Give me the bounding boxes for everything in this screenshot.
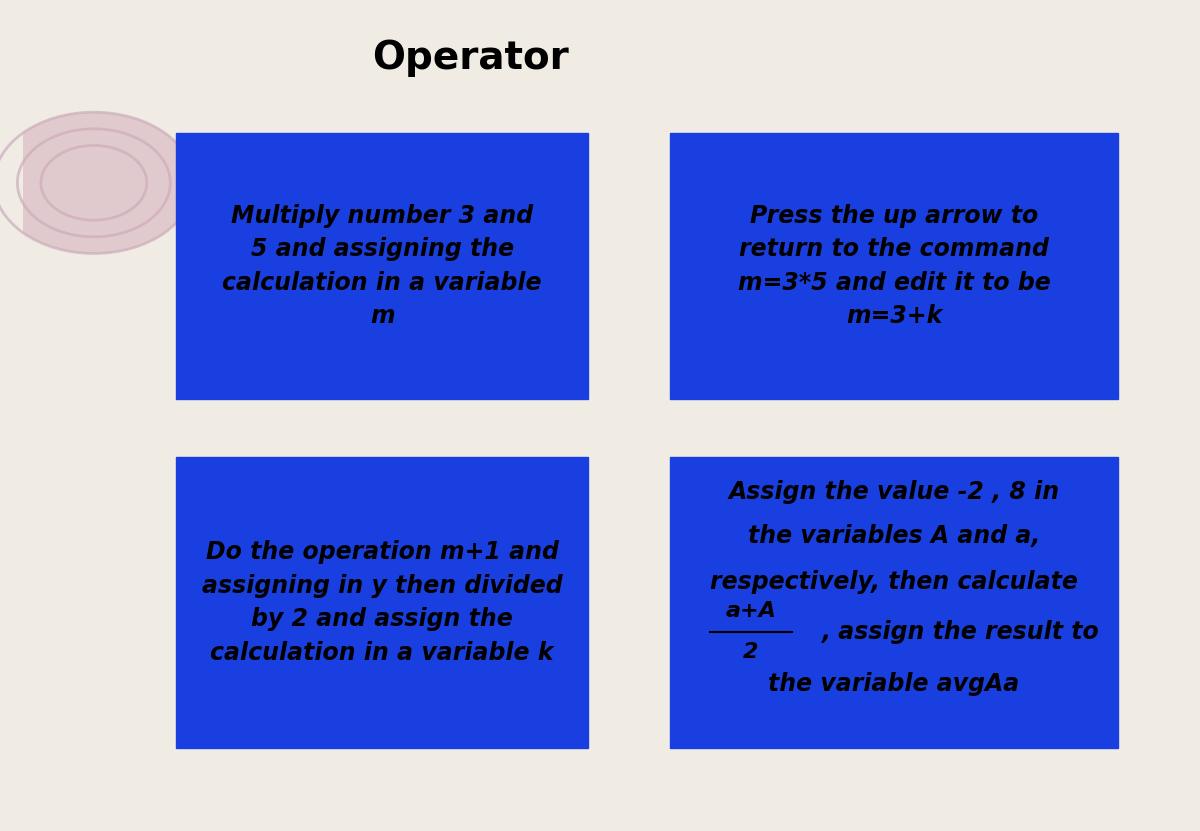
FancyBboxPatch shape	[671, 133, 1117, 399]
Text: 2: 2	[743, 642, 758, 662]
Text: Press the up arrow to
return to the command
m=3*5 and edit it to be
m=3+k: Press the up arrow to return to the comm…	[738, 204, 1050, 328]
Text: Assign the value -2 , 8 in: Assign the value -2 , 8 in	[728, 480, 1060, 504]
FancyBboxPatch shape	[671, 457, 1117, 748]
Text: Operator: Operator	[372, 39, 569, 77]
Text: the variable avgAa: the variable avgAa	[768, 672, 1020, 696]
Text: , assign the result to: , assign the result to	[822, 620, 1099, 643]
Text: a+A: a+A	[726, 601, 776, 621]
Text: the variables A and a,: the variables A and a,	[748, 524, 1040, 548]
Text: respectively, then calculate: respectively, then calculate	[710, 570, 1078, 594]
Wedge shape	[0, 112, 194, 253]
FancyBboxPatch shape	[176, 133, 588, 399]
Text: Multiply number 3 and
5 and assigning the
calculation in a variable
m: Multiply number 3 and 5 and assigning th…	[222, 204, 542, 328]
Text: Do the operation m+1 and
assigning in y then divided
by 2 and assign the
calcula: Do the operation m+1 and assigning in y …	[202, 540, 563, 665]
FancyBboxPatch shape	[176, 457, 588, 748]
